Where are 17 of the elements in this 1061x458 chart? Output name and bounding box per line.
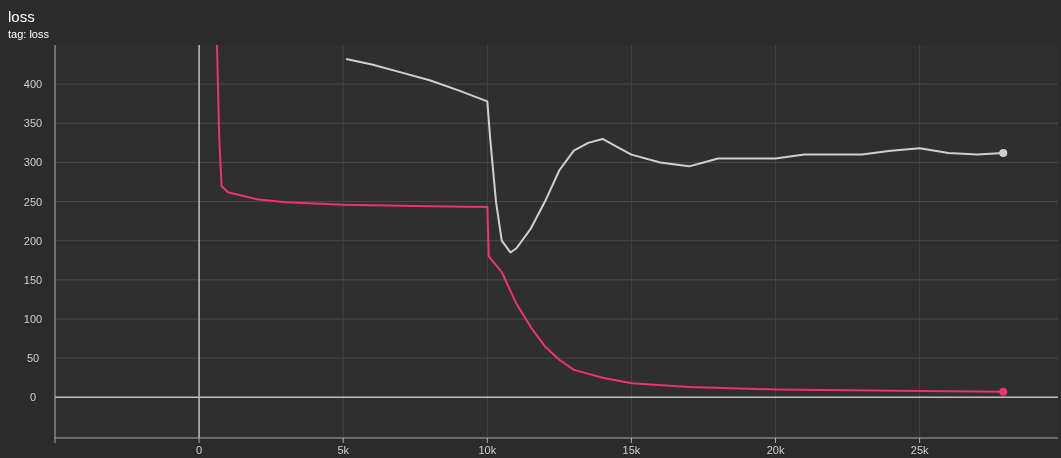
x-tick-label: 5k (337, 444, 350, 456)
y-tick-label: 400 (23, 78, 43, 91)
y-tick-label: 350 (23, 117, 43, 130)
y-tick-label: 150 (23, 273, 43, 286)
chart-title: loss (8, 8, 35, 25)
y-tick-label: 0 (29, 391, 37, 404)
chart-subtitle: tag: loss (8, 28, 50, 40)
x-tick-label: 20k (766, 444, 785, 456)
y-tick-label: 200 (23, 234, 43, 247)
y-tick-label: 300 (23, 156, 43, 169)
y-tick-label: 100 (23, 313, 43, 325)
x-tick-label: 0 (196, 444, 203, 456)
y-tick-label: 250 (23, 195, 43, 208)
y-tick-label: 50 (26, 352, 40, 365)
x-tick-label: 10k (478, 444, 497, 456)
x-tick-label: 15k (622, 444, 641, 456)
x-tick-label: 25k (910, 444, 930, 456)
